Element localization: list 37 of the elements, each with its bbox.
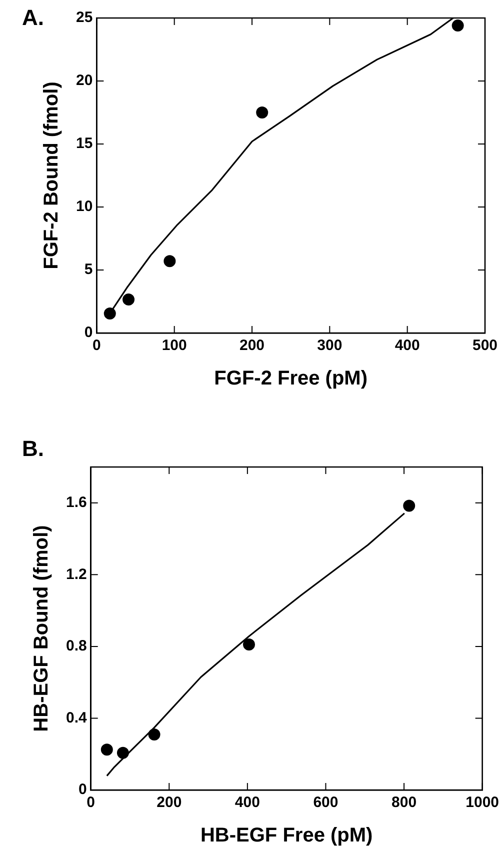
point [122,293,135,306]
point [452,20,464,32]
x-tick-label: 800 [392,794,417,812]
x-tick-label: 400 [394,337,420,354]
x-tick-label: 1000 [466,794,500,812]
text: A. [22,5,44,30]
x-tick-label: 200 [156,794,182,812]
x-axis-title: HB-EGF Free (pM) [200,824,373,847]
y-axis-title: HB-EGF Bound (fmol) [30,525,53,732]
point [100,744,113,756]
point [116,746,129,759]
y-axis-title: FGF-2 Bound (fmol) [40,82,63,270]
point [256,106,268,118]
x-tick-label: 100 [162,337,187,354]
point [104,307,116,320]
point [243,638,256,650]
y-tick-label: 1.2 [66,566,87,583]
point [164,255,176,268]
x-tick-label: 400 [234,794,260,812]
y-tick-label: 1.6 [66,494,87,512]
x-tick-label: 600 [313,794,338,812]
point [148,728,160,741]
y-tick-label: 10 [76,198,93,216]
y-tick-label: 0 [78,781,87,798]
x-tick-label: 300 [317,337,342,354]
x-tick-label: 200 [239,337,265,354]
point [403,500,416,512]
y-tick-label: 15 [76,135,93,152]
y-tick-label: 0.4 [66,709,88,726]
y-tick-label: 20 [76,72,93,90]
y-tick-label: 0.8 [66,638,87,655]
text: B. [22,436,44,462]
x-axis-title: FGF-2 Free (pM) [214,368,368,390]
y-tick-label: 5 [84,261,93,278]
y-tick-label: 25 [76,9,93,26]
x-tick-label: 500 [472,337,498,354]
y-tick-label: 0 [84,324,93,342]
